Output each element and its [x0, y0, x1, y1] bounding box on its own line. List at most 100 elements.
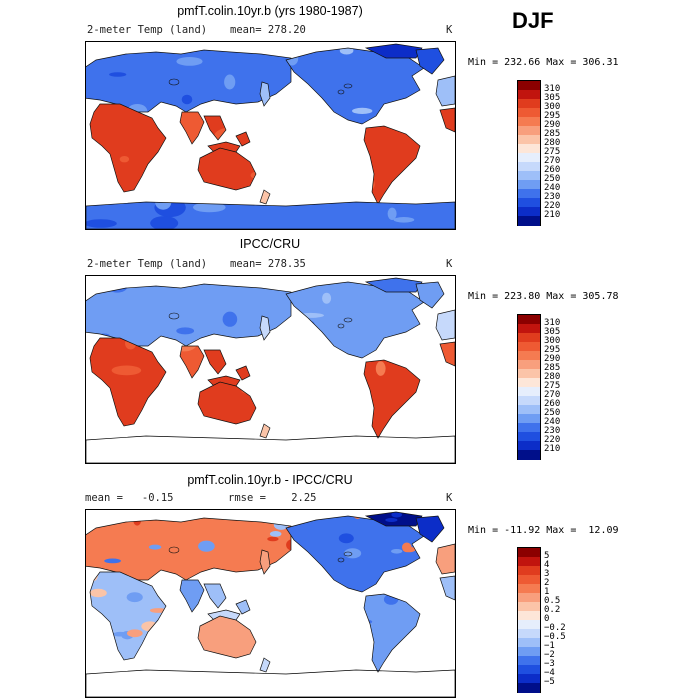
colorbar-tick-label: 210	[544, 210, 561, 220]
land-field-indo2	[236, 132, 250, 146]
colorbar-tick-label: 240	[544, 417, 561, 427]
coastline-outline	[363, 593, 421, 673]
colorbar-swatch	[518, 99, 540, 109]
colorbar-swatch	[518, 108, 540, 118]
colorbar-tick-label: −3	[544, 659, 555, 669]
colorbar-tick-label: 305	[544, 327, 561, 337]
land-field-green	[416, 282, 444, 308]
colorbar-tick-label: 230	[544, 426, 561, 436]
coastline-outline	[363, 359, 421, 439]
colorbar-swatch	[518, 81, 540, 91]
colorbar-tick-label: 280	[544, 372, 561, 382]
panel-2-minmax: Min = 223.80 Max = 305.78	[468, 291, 619, 302]
colorbar-swatch	[518, 423, 540, 433]
land-field-nz	[260, 424, 270, 438]
coastline-outline	[179, 111, 205, 145]
colorbar-tick-label: 4	[544, 560, 550, 570]
colorbar-swatch	[518, 324, 540, 334]
lake-outline	[343, 551, 353, 557]
coastline-outline	[415, 47, 445, 75]
coastline-outline	[197, 381, 257, 425]
land-field-arctic	[366, 512, 422, 526]
colorbar-tick-label: −0.2	[544, 623, 566, 633]
land-field-green	[416, 48, 444, 74]
coastline-outline	[285, 281, 425, 359]
land-field-japan	[260, 82, 270, 106]
colorbar-swatch	[518, 656, 540, 666]
season-label: DJF	[512, 8, 554, 33]
coastline-outline	[89, 103, 167, 193]
coastline-outline	[259, 81, 271, 107]
panel-2-variable-label: 2-meter Temp (land)	[87, 258, 208, 270]
colorbar-tick-label: 0	[544, 614, 550, 624]
coastline-outline	[235, 131, 251, 147]
colorbar-tick-label: −2	[544, 650, 555, 660]
coastline-outline	[285, 515, 425, 593]
colorbar-tick-label: 1	[544, 587, 550, 597]
colorbar-tick-label: 230	[544, 192, 561, 202]
colorbar-swatch	[518, 414, 540, 424]
colorbar-tick-label: 250	[544, 408, 561, 418]
colorbar-swatch	[518, 162, 540, 172]
colorbar-swatch	[518, 674, 540, 684]
coastline-outline	[203, 349, 227, 375]
panel-3-map	[85, 509, 456, 698]
panel-1-map-canvas	[86, 43, 455, 229]
colorbar-swatch	[518, 360, 540, 370]
coastline-outline	[259, 549, 271, 575]
colorbar-tick-label: 275	[544, 381, 561, 391]
coastline-outline	[439, 341, 455, 367]
panel-3-minmax: Min = -11.92 Max = 12.09	[468, 525, 619, 536]
land-field-nz	[260, 190, 270, 204]
colorbar-swatch	[518, 144, 540, 154]
land-field-indo2	[236, 600, 250, 614]
colorbar-swatch	[518, 180, 540, 190]
colorbar-tick-label: 260	[544, 165, 561, 175]
colorbar-swatch	[518, 117, 540, 127]
coastline-outline	[86, 201, 455, 229]
colorbar-swatch	[518, 441, 540, 451]
land-field-seasia	[204, 584, 226, 608]
panel-1-title: pmfT.colin.10yr.b (yrs 1980-1987)	[177, 4, 363, 18]
colorbar-tick-label: 290	[544, 120, 561, 130]
colorbar-tick-label: 295	[544, 111, 561, 121]
colorbar-tick-label: 310	[544, 84, 561, 94]
coastline-outline	[415, 515, 445, 543]
panel-1-units-label: K	[446, 24, 453, 36]
panel-3-map-canvas	[86, 511, 455, 697]
lake-outline	[168, 546, 180, 554]
coastline-outline	[197, 615, 257, 659]
panel-3-colorbar: 5 4 3 2 1 0.5 0.2 0 −0.2 −0.5 −1 −2 −3 −4 −5	[517, 547, 566, 693]
colorbar-tick-label: 295	[544, 345, 561, 355]
panel-2-mean-label: mean= 278.35	[230, 258, 306, 270]
colorbar-tick-label: 5	[544, 551, 550, 561]
coastline-outline	[285, 47, 425, 125]
colorbar-swatch	[518, 683, 540, 693]
colorbar-tick-label: 210	[544, 444, 561, 454]
coastline-outline	[363, 125, 421, 205]
land-field-afrR	[440, 108, 455, 132]
land-field-antarc	[86, 202, 455, 229]
colorbar-swatch	[518, 405, 540, 415]
lake-outline	[343, 317, 353, 323]
coastline-outline	[259, 657, 271, 673]
land-field-europe	[86, 518, 291, 580]
land-field-indo2	[236, 366, 250, 380]
panel-2-map-canvas	[86, 277, 455, 463]
coastline-outline	[86, 669, 455, 697]
lake-outline	[337, 323, 345, 329]
colorbar-swatch	[518, 584, 540, 594]
land-field-japan	[260, 550, 270, 574]
land-field-green	[416, 516, 444, 542]
colorbar-swatch	[518, 342, 540, 352]
colorbar-swatch	[518, 620, 540, 630]
colorbar-tick-label: 290	[544, 354, 561, 364]
lake-outline	[337, 557, 345, 563]
coastline-outline	[203, 115, 227, 141]
panel-2-title: IPCC/CRU	[239, 237, 301, 251]
colorbar-swatch	[518, 369, 540, 379]
colorbar-tick-label: 285	[544, 363, 561, 373]
colorbar-tick-label: 270	[544, 390, 561, 400]
coastline-outline	[235, 599, 251, 615]
lake-outline	[337, 89, 345, 95]
